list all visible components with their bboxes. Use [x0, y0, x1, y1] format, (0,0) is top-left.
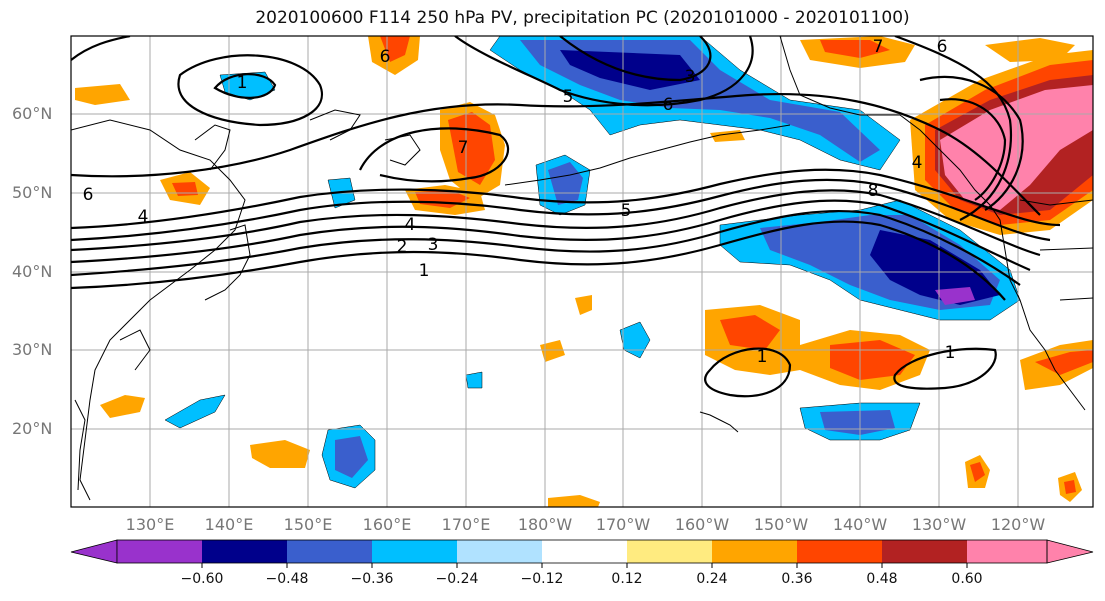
- colorbar-tick-label: 0.12: [611, 571, 643, 587]
- colorbar: [70, 539, 1094, 568]
- lon-label: 120°W: [990, 515, 1046, 534]
- contour-label: 3: [685, 67, 696, 87]
- colorbar-extend-low: [70, 539, 118, 564]
- lat-label: 60°N: [12, 104, 53, 123]
- neg-region-ne-pacific-core: [870, 230, 1000, 305]
- colorbar-tick-label: −0.24: [435, 571, 479, 587]
- contour-label: 3: [428, 235, 439, 255]
- map-frame: [70, 35, 1094, 508]
- contour-label: 1: [757, 347, 768, 367]
- neg-region-ne-pacific-min: [935, 287, 975, 305]
- pv-contours: [71, 36, 1061, 398]
- lat-label: 30°N: [12, 340, 53, 359]
- lon-label: 140°W: [832, 515, 888, 534]
- colorbar-tick-label: 0.48: [866, 571, 898, 587]
- lon-label: 170°W: [595, 515, 651, 534]
- contour-label: 7: [873, 37, 884, 57]
- colorbar-tick-label: −0.12: [520, 571, 564, 587]
- lon-label: 180°W: [517, 515, 573, 534]
- colorbar-tick-label: −0.60: [180, 571, 224, 587]
- contour-label: 5: [621, 201, 632, 221]
- colorbar-tick-label: 0.60: [951, 571, 983, 587]
- colorbar-extend-high: [1046, 539, 1094, 564]
- contour-label: 2: [397, 237, 408, 257]
- lon-label: 150°E: [283, 515, 333, 534]
- contour-label: 5: [563, 87, 574, 107]
- lon-label: 130°E: [125, 515, 175, 534]
- lat-label: 50°N: [12, 183, 53, 202]
- contour-label: 6: [663, 95, 674, 115]
- lat-label: 20°N: [12, 419, 53, 438]
- colorbar-tick-label: 0.36: [781, 571, 813, 587]
- contour-label: 6: [937, 37, 948, 57]
- map-title: 2020100600 F114 250 hPa PV, precipitatio…: [255, 8, 910, 28]
- coastlines: [71, 36, 1093, 501]
- lon-label: 160°W: [674, 515, 730, 534]
- lon-label: 170°E: [441, 515, 491, 534]
- contour-label: 7: [458, 138, 469, 158]
- contour-label: 6: [83, 185, 94, 205]
- lon-label: 140°E: [204, 515, 254, 534]
- contour-label: 1: [945, 343, 956, 363]
- contour-label: 8: [868, 181, 879, 201]
- lon-label: 150°W: [753, 515, 809, 534]
- lon-label: 160°E: [362, 515, 412, 534]
- contour-label: 4: [405, 215, 416, 235]
- colorbar-tick-label: −0.36: [350, 571, 394, 587]
- contour-label: 1: [237, 73, 248, 93]
- contour-label: 4: [138, 207, 149, 227]
- contour-labels: 1 1 2 3 4 4 5 5 6 6 6 6 7 7 8 1 1 4 3: [83, 37, 956, 367]
- precip-shading: [75, 36, 1093, 507]
- contour-label: 6: [380, 47, 391, 67]
- contour-label: 1: [419, 261, 430, 281]
- lat-label: 40°N: [12, 262, 53, 281]
- lon-label: 130°W: [911, 515, 967, 534]
- contour-label: 4: [912, 153, 923, 173]
- colorbar-tick-label: 0.24: [696, 571, 728, 587]
- colorbar-tick-label: −0.48: [265, 571, 309, 587]
